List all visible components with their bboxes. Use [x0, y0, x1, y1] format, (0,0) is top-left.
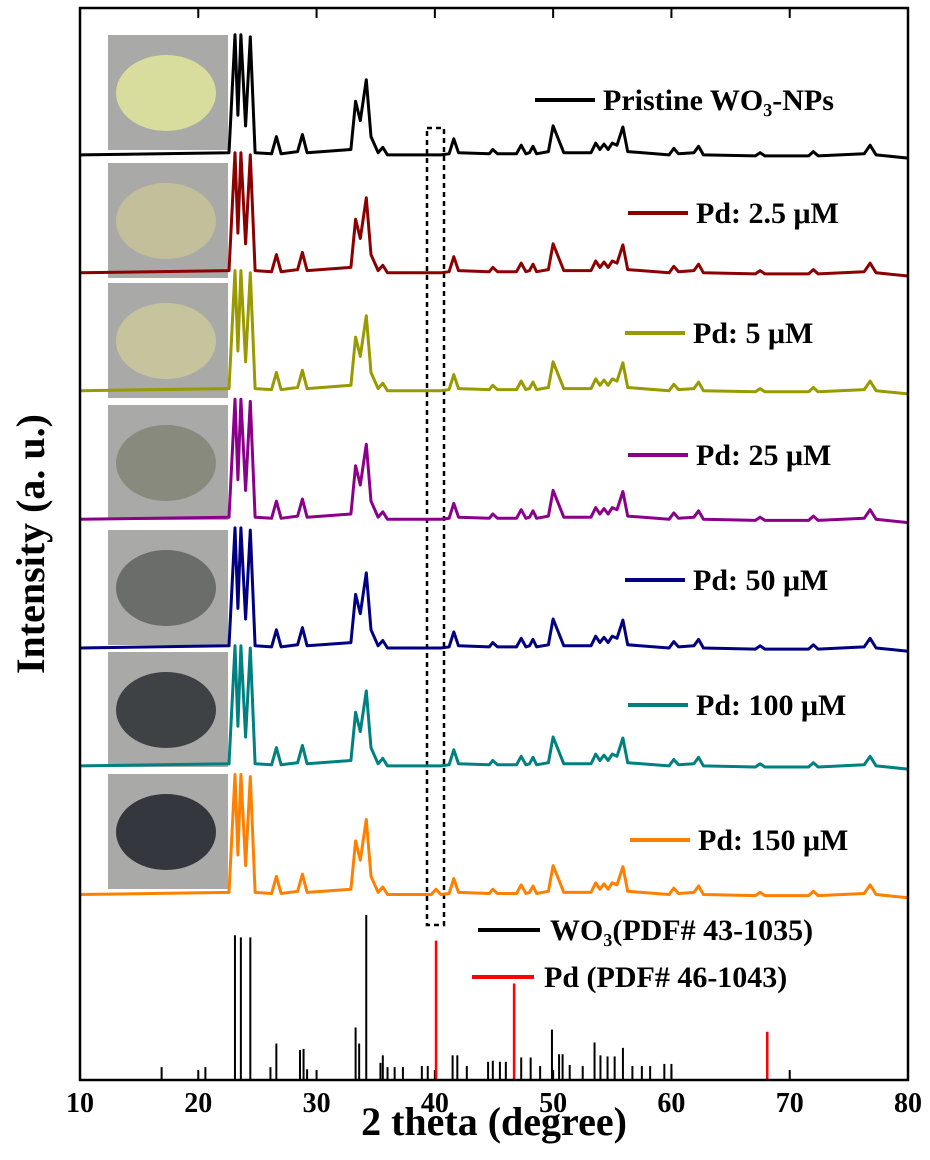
- x-tick-label: 10: [66, 1088, 94, 1119]
- legend-label: WO₃(PDF# 43-1035): [550, 914, 813, 947]
- legend-label: Pristine WO₃-NPs: [603, 84, 834, 117]
- plot-frame: [78, 6, 910, 1082]
- y-axis-label: Intensity (a. u.): [8, 414, 53, 674]
- legend-label: Pd: 50 μM: [693, 564, 828, 597]
- xrd-pattern: [79, 644, 909, 771]
- photo-powder: [116, 303, 216, 379]
- photo-powder: [116, 794, 216, 870]
- x-tick-label: 60: [657, 1088, 685, 1119]
- x-tick-label: 30: [303, 1088, 331, 1119]
- legend-label: Pd: 5 μM: [693, 317, 813, 350]
- legend-label: Pd: 25 μM: [696, 439, 831, 472]
- legend-label: Pd (PDF# 46-1043): [544, 961, 787, 994]
- legend-label: Pd: 100 μM: [696, 689, 846, 722]
- x-axis-label: 2 theta (degree): [361, 1099, 627, 1144]
- x-tick-label: 50: [539, 1088, 567, 1119]
- xrd-pattern: [79, 397, 909, 525]
- photo-powder: [116, 55, 216, 131]
- x-tick-label: 20: [184, 1088, 212, 1119]
- xrd-pattern: [79, 151, 909, 278]
- photo-powder: [116, 672, 216, 748]
- legend-label: Pd: 150 μM: [698, 824, 848, 857]
- x-tick-label: 80: [894, 1088, 922, 1119]
- x-tick-label: 70: [776, 1088, 804, 1119]
- photo-powder: [116, 425, 216, 501]
- photo-powder: [116, 183, 216, 259]
- xrd-pattern: [79, 33, 909, 160]
- xrd-pattern: [79, 773, 909, 900]
- xrd-pattern: [79, 269, 909, 396]
- highlight-box: [425, 126, 446, 927]
- photo-powder: [116, 550, 216, 626]
- xrd-pattern: [79, 526, 909, 653]
- x-tick-label: 40: [421, 1088, 449, 1119]
- sample-photos: [108, 35, 228, 889]
- legend-label: Pd: 2.5 μM: [696, 197, 839, 230]
